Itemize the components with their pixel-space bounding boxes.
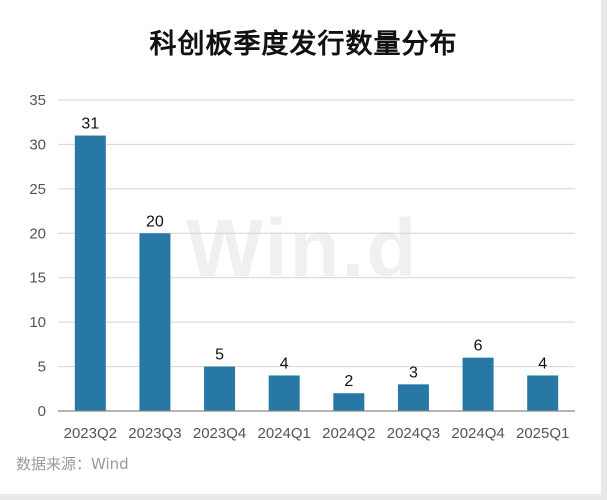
- bar-2025Q1: [527, 375, 559, 411]
- x-tick-label: 2024Q3: [387, 425, 440, 442]
- watermark: Win.d: [186, 203, 419, 294]
- chart-title: 科创板季度发行数量分布: [149, 29, 458, 60]
- y-tick-label: 30: [29, 136, 46, 153]
- x-tick-label: 2023Q2: [64, 425, 117, 442]
- source-note: 数据来源：Wind: [16, 455, 129, 473]
- x-tick-label: 2024Q4: [451, 425, 504, 442]
- y-tick-label: 20: [29, 225, 46, 242]
- x-axis: 2023Q2 2023Q3 2023Q4 2024Q1 2024Q2 2024Q3 2024…: [58, 410, 575, 442]
- bar-2024Q2: [333, 393, 365, 411]
- x-tick-label: 2023Q4: [193, 425, 246, 442]
- x-tick-label: 2023Q3: [128, 425, 181, 442]
- data-label: 31: [81, 116, 99, 133]
- y-tick-label: 25: [29, 181, 46, 198]
- data-label: 4: [538, 355, 547, 372]
- x-tick-label: 2025Q1: [516, 425, 569, 442]
- data-label: 2: [344, 373, 353, 390]
- data-label: 6: [474, 338, 483, 355]
- bar-2024Q4: [462, 357, 494, 411]
- bar-2023Q4: [204, 366, 236, 411]
- bar-2023Q2: [74, 135, 106, 412]
- data-labels: 31 20 5 4 2 3 6 4: [81, 116, 547, 391]
- y-tick-label: 10: [29, 314, 46, 331]
- y-tick-label: 0: [38, 403, 46, 420]
- bar-2024Q3: [397, 384, 429, 411]
- data-label: 3: [409, 364, 418, 381]
- grid-lines: [58, 99, 575, 368]
- bar-2023Q3: [139, 233, 171, 411]
- bar-2024Q1: [268, 375, 300, 411]
- x-tick-label: 2024Q2: [322, 425, 375, 442]
- y-axis: 0 5 10 15 20 25 30 35: [29, 92, 46, 420]
- data-label: 5: [215, 347, 224, 364]
- bars: [74, 135, 559, 412]
- y-tick-label: 5: [38, 359, 46, 376]
- y-tick-label: 15: [29, 270, 46, 287]
- data-label: 4: [280, 355, 289, 372]
- data-label: 20: [146, 213, 164, 230]
- x-tick-label: 2024Q1: [257, 425, 310, 442]
- y-tick-label: 35: [29, 92, 46, 109]
